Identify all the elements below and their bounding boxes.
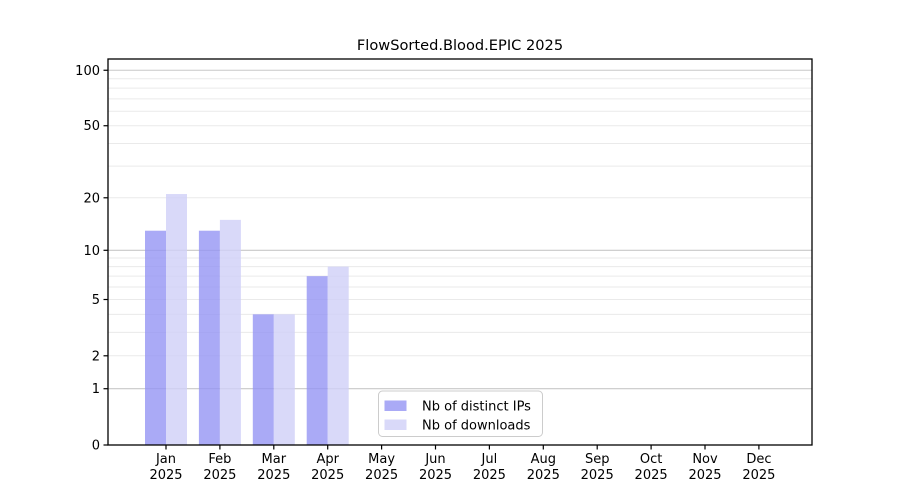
- x-tick-label-month: Oct: [640, 452, 662, 467]
- legend-box: [378, 390, 543, 437]
- y-tick-label: 50: [83, 119, 100, 134]
- y-tick-label: 20: [83, 191, 100, 206]
- legend-swatch-downloads: [384, 419, 407, 430]
- bar-downloads-mar: [273, 314, 295, 445]
- x-tick-label-year: 2025: [419, 468, 452, 483]
- bar-downloads-apr: [327, 266, 349, 445]
- y-tick-label: 2: [92, 349, 100, 364]
- x-tick-label-month: Sep: [585, 452, 610, 467]
- y-tick-label: 1: [92, 382, 100, 397]
- x-tick-label-year: 2025: [688, 468, 721, 483]
- x-tick-label-month: Nov: [692, 452, 718, 467]
- x-tick-label-month: May: [368, 452, 395, 467]
- x-tick-label-year: 2025: [365, 468, 398, 483]
- bar-downloads-jan: [166, 194, 187, 445]
- x-tick-label-year: 2025: [527, 468, 560, 483]
- x-tick-label-month: Feb: [208, 452, 231, 467]
- x-tick-label-month: Jun: [424, 452, 445, 467]
- bar-downloads-feb: [219, 219, 241, 445]
- legend-swatch-distinct-ips: [384, 400, 407, 411]
- x-tick-label-month: Aug: [531, 452, 556, 467]
- x-tick-label-year: 2025: [581, 468, 614, 483]
- chart-title: FlowSorted.Blood.EPIC 2025: [357, 37, 563, 54]
- x-tick-label-year: 2025: [635, 468, 668, 483]
- bar-distinct-ips-feb: [198, 230, 220, 445]
- y-tick-label: 0: [92, 439, 100, 454]
- y-tick-label: 10: [83, 244, 100, 259]
- plot-border: [107, 58, 813, 446]
- legend-label-downloads: Nb of downloads: [422, 419, 531, 434]
- x-tick-label-month: Jan: [155, 452, 176, 467]
- y-tick-label: 5: [92, 293, 100, 308]
- y-tick-label: 100: [75, 64, 100, 79]
- x-tick-label-year: 2025: [742, 468, 775, 483]
- x-tick-label-year: 2025: [257, 468, 290, 483]
- x-tick-label-month: Jul: [481, 452, 498, 467]
- bar-distinct-ips-mar: [252, 314, 274, 445]
- x-tick-label-month: Apr: [316, 452, 339, 467]
- x-tick-label-month: Mar: [262, 452, 287, 467]
- x-tick-label-year: 2025: [149, 468, 182, 483]
- x-tick-label-year: 2025: [473, 468, 506, 483]
- legend-label-distinct-ips: Nb of distinct IPs: [422, 400, 531, 415]
- x-tick-label-year: 2025: [203, 468, 236, 483]
- x-tick-label-month: Dec: [746, 452, 771, 467]
- bar-distinct-ips-apr: [306, 276, 328, 445]
- bar-distinct-ips-jan: [145, 230, 166, 445]
- x-tick-label-year: 2025: [311, 468, 344, 483]
